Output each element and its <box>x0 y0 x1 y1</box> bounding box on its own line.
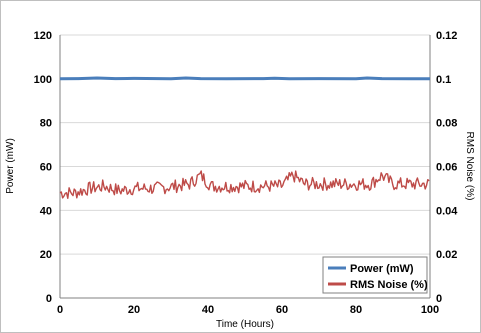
y-left-tick-label: 40 <box>40 205 52 217</box>
x-tick-label: 20 <box>128 304 140 316</box>
legend-label-rms-noise: RMS Noise (%) <box>350 279 428 291</box>
x-tick-label: 40 <box>202 304 214 316</box>
legend: Power (mW) RMS Noise (%) <box>322 256 428 294</box>
x-tick-label: 0 <box>57 304 63 316</box>
series-rms-noise <box>59 170 430 199</box>
y-left-tick-label: 120 <box>34 30 52 42</box>
x-tick-label: 80 <box>350 304 362 316</box>
y-left-tick-label: 0 <box>46 293 52 305</box>
series-power <box>59 76 430 81</box>
y-right-tick-label: 0.1 <box>436 74 451 86</box>
y-left-axis-label: Power (mW) <box>5 138 16 194</box>
x-tick-labels: 0 20 40 60 80 100 <box>57 304 439 316</box>
y-left-tick-label: 20 <box>40 249 52 261</box>
x-tick-label: 60 <box>276 304 288 316</box>
series-layer <box>59 76 430 199</box>
y-right-axis-label: RMS Noise (%) <box>464 132 475 201</box>
y-right-tick-label: 0 <box>436 293 442 305</box>
grid <box>60 34 430 255</box>
y-right-tick-label: 0.02 <box>436 249 457 261</box>
y-right-tick-label: 0.04 <box>436 205 458 217</box>
x-axis-label: Time (Hours) <box>216 319 274 330</box>
y-left-tick-label: 100 <box>34 74 52 86</box>
y-right-tick-label: 0.12 <box>436 30 457 42</box>
y-right-tick-label: 0.08 <box>436 118 457 130</box>
y-right-tick-label: 0.06 <box>436 162 457 174</box>
legend-label-power: Power (mW) <box>350 263 414 275</box>
y-right-tick-labels: 0 0.02 0.04 0.06 0.08 0.1 0.12 <box>436 30 458 305</box>
y-left-tick-label: 60 <box>40 162 52 174</box>
y-left-tick-labels: 0 20 40 60 80 100 120 <box>34 30 52 305</box>
y-left-tick-label: 80 <box>40 118 52 130</box>
x-tick-label: 100 <box>421 304 439 316</box>
legend-box <box>322 256 428 294</box>
